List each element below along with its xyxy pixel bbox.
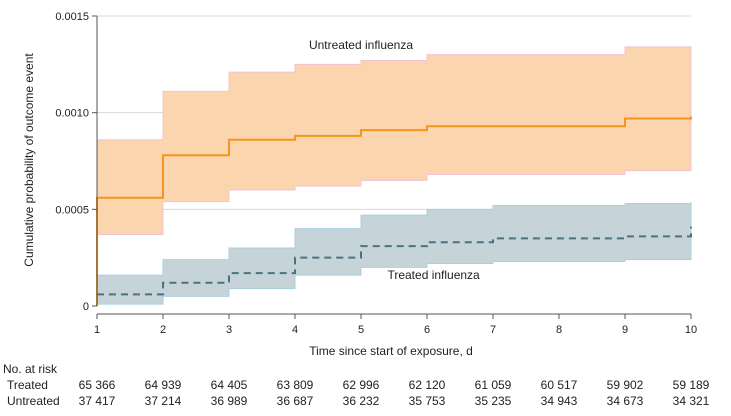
x-axis-title: Time since start of exposure, d <box>309 344 473 358</box>
risk-table: No. at risk Treated 65 366 64 939 64 405 63 … <box>3 362 710 408</box>
risk-cell: 37 417 <box>79 394 116 408</box>
ci-band-untreated <box>96 46 692 235</box>
axes <box>92 15 692 319</box>
y-axis-title: Cumulative probability of outcome event <box>22 53 36 267</box>
x-tick-label: 10 <box>685 324 697 336</box>
x-tick-label: 3 <box>226 324 232 336</box>
annotation-treated: Treated influenza <box>387 268 480 282</box>
ci-band-treated <box>96 201 692 305</box>
x-tick-label: 4 <box>292 324 298 336</box>
risk-cell: 61 059 <box>475 378 512 392</box>
y-tick-label: 0.0015 <box>55 11 89 23</box>
x-tick-labels: 1 2 3 4 5 6 7 8 9 10 <box>94 324 697 336</box>
risk-cell: 59 189 <box>673 378 710 392</box>
y-tick-labels: 0 0.0005 0.0010 0.0015 <box>55 11 89 313</box>
risk-cell: 59 902 <box>607 378 644 392</box>
risk-cell: 34 321 <box>673 394 710 408</box>
series-line-untreated <box>96 116 692 306</box>
annotations: Untreated influenza Treated influenza <box>309 38 480 282</box>
risk-cell: 36 687 <box>277 394 314 408</box>
y-tick-label: 0.0010 <box>55 108 89 120</box>
y-tick-label: 0.0005 <box>55 204 89 216</box>
confidence-bands <box>96 46 692 305</box>
risk-cell: 35 235 <box>475 394 512 408</box>
risk-cell: 34 673 <box>607 394 644 408</box>
x-tick-label: 6 <box>424 324 430 336</box>
series-line-treated <box>97 226 692 296</box>
risk-cell: 62 120 <box>409 378 446 392</box>
risk-cell: 37 214 <box>145 394 182 408</box>
risk-cell: 63 809 <box>277 378 314 392</box>
risk-cell: 36 232 <box>343 394 380 408</box>
risk-cell: 60 517 <box>541 378 578 392</box>
risk-cell: 64 939 <box>145 378 182 392</box>
risk-cell: 64 405 <box>211 378 248 392</box>
annotation-untreated: Untreated influenza <box>309 38 413 52</box>
x-tick-label: 9 <box>622 324 628 336</box>
risk-row-label: Untreated <box>7 394 60 408</box>
y-tick-label: 0 <box>83 301 89 313</box>
risk-cell: 35 753 <box>409 394 446 408</box>
x-tick-label: 1 <box>94 324 100 336</box>
risk-cell: 34 943 <box>541 394 578 408</box>
risk-cell: 65 366 <box>79 378 116 392</box>
risk-table-title: No. at risk <box>3 362 58 376</box>
risk-cell: 36 989 <box>211 394 248 408</box>
risk-cell: 62 996 <box>343 378 380 392</box>
x-tick-label: 2 <box>160 324 166 336</box>
x-tick-label: 7 <box>490 324 496 336</box>
x-tick-label: 5 <box>358 324 364 336</box>
x-tick-label: 8 <box>556 324 562 336</box>
risk-row-label: Treated <box>7 378 48 392</box>
series-lines <box>96 116 692 306</box>
